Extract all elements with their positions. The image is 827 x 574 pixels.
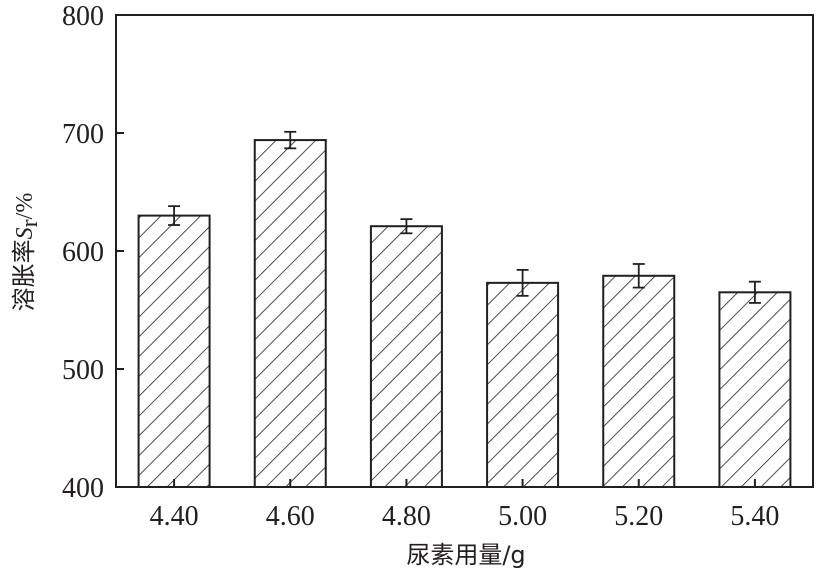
bars-layer — [137, 139, 792, 489]
x-tick-label: 5.40 — [730, 501, 779, 532]
error-bars-layer — [168, 130, 761, 304]
x-tick-label: 5.20 — [614, 501, 663, 532]
y-axis-title-prefix: 溶胀率 — [10, 239, 38, 311]
error-bar-5.20 — [632, 263, 645, 289]
error-bar-5.40 — [748, 280, 761, 304]
y-tick-label: 700 — [62, 119, 104, 150]
y-axis-title: 溶胀率Sr/% — [10, 193, 43, 312]
y-tick-label: 500 — [62, 355, 104, 386]
y-axis: 400 500 600 700 800 — [62, 1, 124, 504]
y-axis-title-subscript: r — [17, 219, 43, 227]
y-tick-label: 400 — [62, 473, 104, 504]
bar-5.00 — [486, 281, 560, 488]
plot-frame — [115, 14, 814, 488]
bar-5.20 — [602, 274, 676, 488]
y-tick-label: 600 — [62, 237, 104, 268]
x-axis-title: 尿素用量/g — [406, 541, 525, 569]
error-bar-4.80 — [400, 218, 413, 235]
x-tick-label: 4.40 — [150, 501, 199, 532]
y-axis-title-suffix: /% — [12, 193, 38, 220]
y-axis-title-symbol: S — [12, 227, 38, 239]
error-bar-5.00 — [516, 268, 529, 297]
error-bar-4.60 — [284, 130, 297, 150]
x-tick-label: 5.00 — [498, 501, 547, 532]
bar-4.40 — [137, 214, 211, 488]
x-tick-label: 4.60 — [266, 501, 315, 532]
error-bar-4.40 — [168, 205, 181, 226]
x-tick-label: 4.80 — [382, 501, 431, 532]
x-axis: 4.40 4.60 4.80 5.00 5.20 5.40 — [150, 479, 779, 532]
bar-5.40 — [718, 291, 792, 488]
bar-4.80 — [369, 225, 443, 488]
y-tick-label: 800 — [62, 1, 104, 32]
bar-4.60 — [253, 139, 327, 489]
